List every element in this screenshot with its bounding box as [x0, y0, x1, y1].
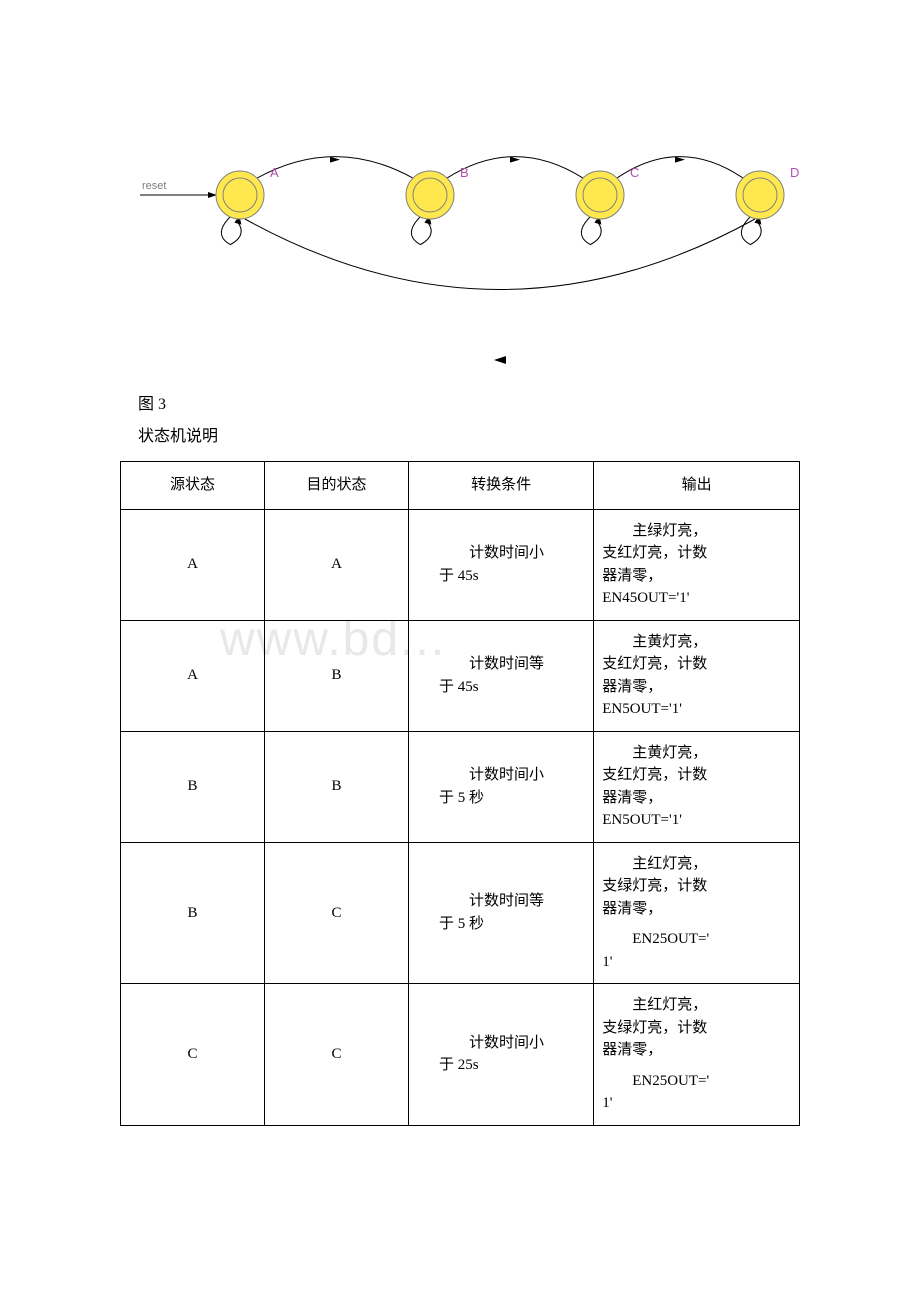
cell-target: C — [265, 984, 409, 1126]
state-transition-table: 源状态 目的状态 转换条件 输出 A A 计数时间小 于 45s 主绿灯亮， 支… — [120, 461, 800, 1126]
cell-source: A — [121, 509, 265, 620]
table-row: C C 计数时间小 于 25s 主红灯亮， 支绿灯亮，计数 器清零， EN25O… — [121, 984, 800, 1126]
cell-source: B — [121, 842, 265, 984]
cell-condition: 计数时间小 于 5 秒 — [409, 731, 594, 842]
cell-target: B — [265, 620, 409, 731]
table-row: B C 计数时间等 于 5 秒 主红灯亮， 支绿灯亮，计数 器清零， EN25O… — [121, 842, 800, 984]
cell-target: A — [265, 509, 409, 620]
header-target: 目的状态 — [265, 462, 409, 510]
state-diagram-svg: reset A B C D — [120, 100, 800, 380]
svg-text:B: B — [460, 165, 469, 180]
cell-condition: 计数时间等 于 5 秒 — [409, 842, 594, 984]
table-row: A B 计数时间等 于 45s 主黄灯亮， 支红灯亮，计数 器清零， EN5OU… — [121, 620, 800, 731]
header-condition: 转换条件 — [409, 462, 594, 510]
cell-output: 主黄灯亮， 支红灯亮，计数 器清零， EN5OUT='1' — [594, 620, 800, 731]
cell-source: B — [121, 731, 265, 842]
cell-condition: 计数时间等 于 45s — [409, 620, 594, 731]
svg-text:A: A — [270, 165, 279, 180]
state-diagram: reset A B C D — [120, 100, 800, 380]
table-row: B B 计数时间小 于 5 秒 主黄灯亮， 支红灯亮，计数 器清零， EN5OU… — [121, 731, 800, 842]
header-source: 源状态 — [121, 462, 265, 510]
svg-text:D: D — [790, 165, 799, 180]
figure-caption: 图 3 — [138, 390, 860, 414]
cell-target: B — [265, 731, 409, 842]
cell-target: C — [265, 842, 409, 984]
svg-text:reset: reset — [142, 180, 166, 192]
cell-output: 主红灯亮， 支绿灯亮，计数 器清零， EN25OUT=' 1' — [594, 984, 800, 1126]
cell-condition: 计数时间小 于 25s — [409, 984, 594, 1126]
cell-source: C — [121, 984, 265, 1126]
cell-output: 主红灯亮， 支绿灯亮，计数 器清零， EN25OUT=' 1' — [594, 842, 800, 984]
table-header-row: 源状态 目的状态 转换条件 输出 — [121, 462, 800, 510]
table-row: A A 计数时间小 于 45s 主绿灯亮， 支红灯亮，计数 器清零， EN45O… — [121, 509, 800, 620]
cell-output: 主黄灯亮， 支红灯亮，计数 器清零， EN5OUT='1' — [594, 731, 800, 842]
cell-source: A — [121, 620, 265, 731]
table-subtitle: 状态机说明 — [138, 422, 860, 446]
header-output: 输出 — [594, 462, 800, 510]
svg-text:C: C — [630, 165, 639, 180]
cell-condition: 计数时间小 于 45s — [409, 509, 594, 620]
cell-output: 主绿灯亮， 支红灯亮，计数 器清零， EN45OUT='1' — [594, 509, 800, 620]
